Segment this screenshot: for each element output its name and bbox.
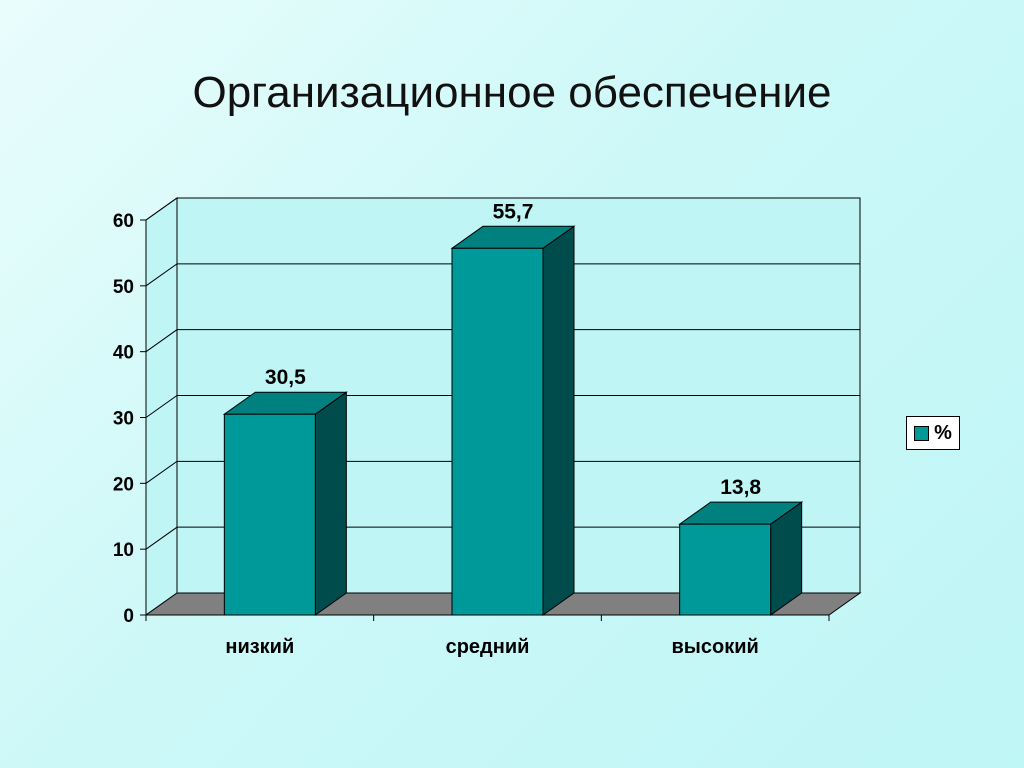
y-tick-label: 40 (113, 343, 134, 364)
bar-front (679, 523, 772, 616)
y-tick-label: 30 (113, 409, 134, 430)
gridline (145, 526, 860, 550)
data-label: 13,8 (720, 476, 761, 499)
bar-front (223, 413, 316, 616)
bar-2 (450, 225, 576, 616)
y-tick-label: 0 (123, 606, 134, 627)
y-tick-label: 20 (113, 474, 134, 495)
chart-y-axis: 0 10 20 30 40 50 60 (113, 211, 147, 627)
gridline (145, 460, 860, 484)
gridline (145, 329, 860, 353)
legend-swatch (914, 425, 930, 441)
slide-title: Организационное обеспечение (192, 68, 832, 117)
y-tick-label: 60 (113, 211, 134, 232)
x-tick-label: высокий (672, 636, 759, 658)
chart-bars (222, 225, 804, 616)
gridline (145, 395, 860, 418)
y-tick-label: 50 (113, 277, 134, 298)
gridline (145, 263, 860, 287)
x-tick-label: низкий (225, 636, 294, 658)
chart-gridlines (145, 197, 860, 550)
x-tick-label: средний (446, 636, 530, 658)
chart-legend: % (906, 416, 960, 450)
bar-3 (678, 501, 804, 616)
bar-side (314, 391, 347, 616)
data-label: 55,7 (493, 200, 534, 223)
data-label: 30,5 (265, 366, 306, 389)
gridline (145, 197, 860, 221)
bar-front (451, 247, 544, 616)
bar-side (542, 225, 575, 616)
bar-1 (222, 391, 348, 616)
legend-label: % (934, 421, 952, 444)
chart-labels: 30,5 низкий 55,7 средний 13,8 высокий (225, 200, 761, 658)
y-tick-label: 10 (113, 540, 134, 561)
